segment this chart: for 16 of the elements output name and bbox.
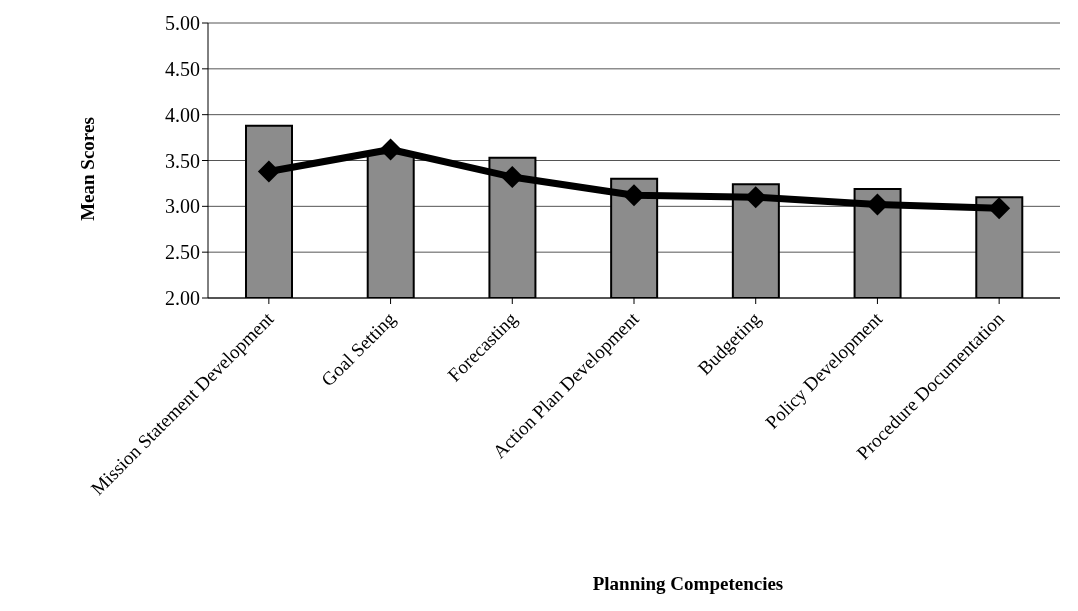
point	[623, 184, 645, 207]
y-tick-label: 3.00	[165, 195, 200, 218]
y-tick-label: 4.00	[165, 103, 200, 126]
point	[257, 160, 280, 183]
point	[501, 166, 524, 188]
y-tick-label: 4.50	[165, 57, 200, 80]
y-axis-title: Mean Scores	[77, 116, 99, 223]
point	[988, 197, 1011, 220]
point	[744, 186, 767, 209]
y-tick-label: 2.50	[165, 241, 200, 264]
y-tick-label: 3.50	[165, 149, 200, 172]
point	[866, 193, 889, 216]
point	[379, 138, 402, 161]
x-axis-title: Planning Competencies	[591, 573, 785, 595]
y-tick-label: 5.00	[165, 12, 200, 35]
y-tick-label: 2.00	[165, 287, 200, 310]
